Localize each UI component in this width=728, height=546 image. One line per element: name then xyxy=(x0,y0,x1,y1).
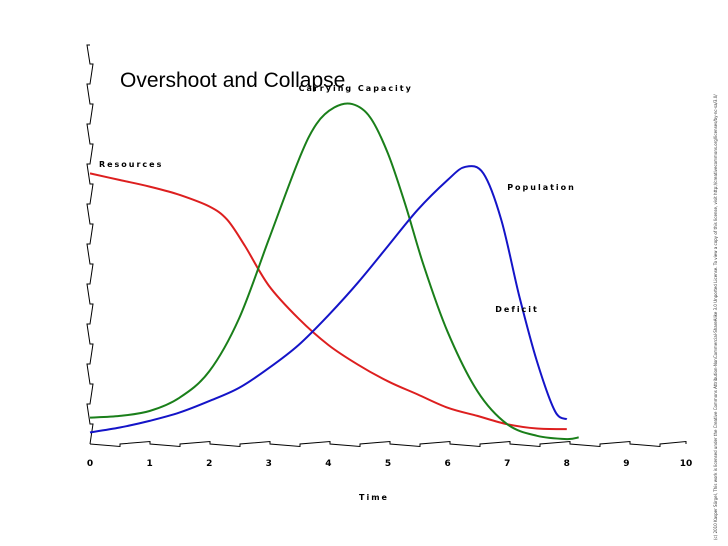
x-tick-label: 1 xyxy=(146,459,152,469)
x-tick-label: 7 xyxy=(504,459,510,469)
x-tick-labels: 0 1 2 3 4 5 6 7 8 9 10 xyxy=(87,459,692,469)
x-tick-label: 3 xyxy=(266,459,272,469)
series-line-population xyxy=(89,165,568,434)
credit-text: (c) 2010 Kasper Sörgel, This work is lic… xyxy=(713,94,718,540)
chart-title: Overshoot and Collapse xyxy=(120,69,345,92)
x-tick-label: 9 xyxy=(623,459,629,469)
x-tick-label: 6 xyxy=(444,459,450,469)
series-line-carrying-capacity xyxy=(89,102,579,441)
x-axis-label: Time xyxy=(359,493,389,502)
x-tick-label: 8 xyxy=(564,459,570,469)
series-label-population: Population xyxy=(507,183,576,192)
y-axis xyxy=(86,44,94,445)
series-label-resources: Resources xyxy=(99,160,163,169)
series-label-carrying-capacity: Carrying Capacity xyxy=(299,84,413,93)
axes xyxy=(86,44,687,448)
x-tick-label: 2 xyxy=(206,459,212,469)
series-labels: Resources Carrying Capacity Population xyxy=(99,84,576,192)
x-axis xyxy=(89,440,687,448)
x-tick-label: 0 xyxy=(87,459,93,469)
annotation-deficit: Deficit xyxy=(495,305,539,314)
x-tick-label: 4 xyxy=(325,459,331,469)
series-line-resources xyxy=(89,172,567,431)
series-lines xyxy=(89,102,579,441)
x-tick-label: 10 xyxy=(680,459,693,469)
x-tick-label: 5 xyxy=(385,459,391,469)
